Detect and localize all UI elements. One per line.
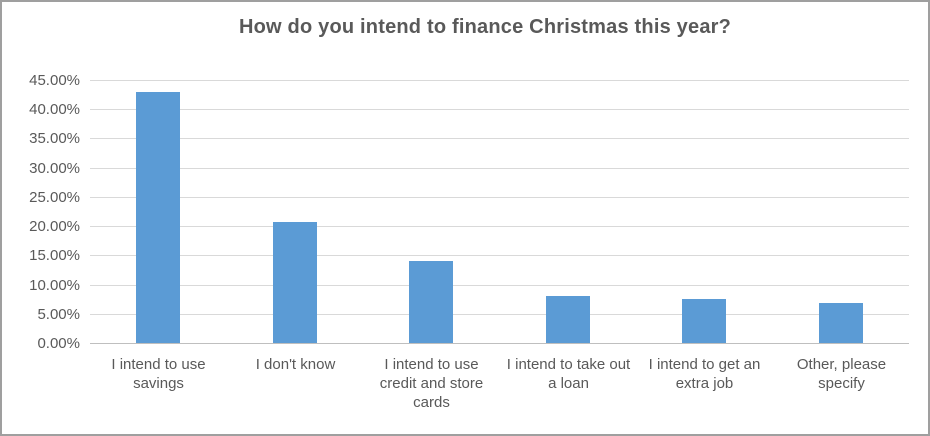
- horizontal-gridline: [90, 109, 909, 110]
- horizontal-gridline: [90, 80, 909, 81]
- x-axis-category-label: I intend to use credit and store cards: [379, 356, 484, 411]
- y-axis-tick-label: 40.00%: [29, 101, 80, 118]
- y-axis-tick-label: 10.00%: [29, 277, 80, 294]
- x-axis-category-label: I intend to use savings: [111, 356, 206, 392]
- y-axis-tick-label: 45.00%: [29, 72, 80, 89]
- horizontal-gridline: [90, 197, 909, 198]
- horizontal-gridline: [90, 138, 909, 139]
- bar-2: [273, 222, 317, 343]
- y-axis-tick-label: 15.00%: [29, 247, 80, 264]
- x-axis-category-label: I intend to get an extra job: [648, 356, 761, 392]
- x-axis-line: [90, 343, 909, 344]
- y-axis-tick-label: 0.00%: [37, 335, 80, 352]
- x-axis-category-label: Other, please specify: [796, 356, 887, 392]
- bar-5: [682, 299, 726, 343]
- y-axis-tick-label: 30.00%: [29, 160, 80, 177]
- y-axis-tick-label: 35.00%: [29, 130, 80, 147]
- bar-4: [546, 296, 590, 343]
- horizontal-gridline: [90, 255, 909, 256]
- bar-1: [136, 92, 180, 343]
- bar-3: [409, 261, 453, 343]
- y-axis-tick-label: 25.00%: [29, 189, 80, 206]
- bar-6: [819, 303, 863, 343]
- horizontal-gridline: [90, 314, 909, 315]
- y-axis-tick-label: 5.00%: [37, 306, 80, 323]
- horizontal-gridline: [90, 226, 909, 227]
- chart-title: How do you intend to finance Christmas t…: [238, 16, 732, 38]
- y-axis-tick-label: 20.00%: [29, 218, 80, 235]
- x-axis-category-label: I intend to take out a loan: [506, 356, 631, 392]
- horizontal-gridline: [90, 168, 909, 169]
- horizontal-gridline: [90, 285, 909, 286]
- x-axis-category-label: I don't know: [255, 356, 336, 373]
